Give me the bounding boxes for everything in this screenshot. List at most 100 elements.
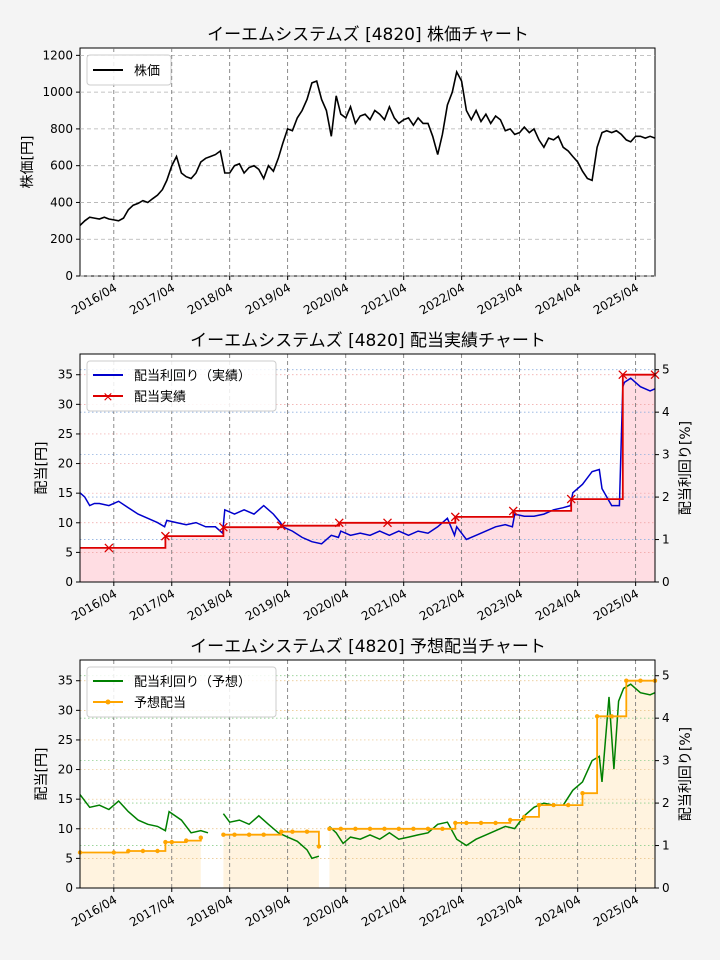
x-axis: 2016/04 2017/04 2018/04 2019/04 2020/04 2021/… [69,582,641,624]
forecast-marker [290,829,295,834]
yield-line [222,813,320,860]
x-tick-label: 2017/04 [127,892,177,929]
chart-title: イーエムシステムズ [4820] 配当実績チャート [190,331,546,351]
legend-entry-dividend: 配当実績 [134,389,186,405]
forecast-area [223,831,319,888]
plot-area [79,47,656,277]
y-tick-label: 20 [58,763,73,777]
y2-tick-label: 1 [662,533,670,547]
x-axis: 2016/04 2017/04 2018/04 2019/04 2020/04 2021/… [69,276,641,318]
forecast-marker [111,850,117,855]
forecast-marker [246,832,252,837]
forecast-marker [338,826,343,831]
x-tick-label: 2020/04 [301,586,351,623]
forecast-marker [221,832,226,837]
forecast-marker [367,826,373,831]
legend: 配当利回り（予想） 予想配当 [86,666,277,718]
series [79,69,656,226]
dividend-marker [618,370,628,380]
x-tick-label: 2018/04 [185,892,235,929]
forecast-marker [304,829,310,834]
legend-entry-dividend: 予想配当 [134,695,186,711]
y-tick-label: 1000 [42,85,73,99]
yield-line [79,377,656,545]
dividend-marker [450,512,460,522]
y2-axis: 0 1 2 3 4 5 [655,363,670,589]
x-tick-label: 2022/04 [417,280,467,317]
y-tick-label: 400 [50,195,73,209]
x-tick-label: 2018/04 [185,586,235,623]
forecast-marker [580,791,585,796]
x-axis: 2016/04 2017/04 2018/04 2019/04 2020/04 2021/… [69,888,641,930]
forecast-marker [163,839,168,845]
legend: 配当利回り（実績） × 配当実績 [86,360,277,412]
x-tick-label: 2025/04 [591,892,641,929]
forecast-marker [169,839,174,845]
forecast-area [80,837,201,888]
dividend-forecast-chart: イーエムシステムズ [4820] 予想配当チャート 05101520253035… [34,637,694,930]
y-tick-label: 10 [58,822,73,836]
price-line [79,69,656,226]
y-axis-label: 配当[円] [34,442,50,495]
forecast-marker [316,844,322,849]
forecast-marker [382,826,387,831]
forecast-marker [279,829,284,834]
chart-title: イーエムシステムズ [4820] 予想配当チャート [190,637,546,657]
forecast-marker [464,820,469,826]
plot-frame [79,353,656,583]
y2-tick-label: 0 [662,881,670,895]
forecast-marker [411,826,416,831]
dividend-marker [383,518,392,528]
forecast-marker [155,848,160,854]
y-tick-label: 30 [58,397,73,411]
x-tick-label: 2022/04 [417,892,467,929]
y-tick-label: 200 [50,232,73,246]
x-tick-label: 2017/04 [127,586,177,623]
forecast-marker [440,826,445,831]
x-tick-label: 2016/04 [69,892,119,929]
yield-line [328,683,656,847]
forecast-marker [478,820,484,826]
y-axis: 0 200 400 600 800 1000 1200 [42,48,80,283]
forecast-marker [327,826,332,831]
y2-tick-label: 1 [662,839,670,853]
forecast-marker [551,802,556,808]
dividend-marker [334,518,344,528]
dividend-marker [276,521,286,531]
series [79,370,660,553]
y-tick-label: 0 [65,269,73,283]
x-tick-label: 2020/04 [301,280,351,317]
x-tick-label: 2019/04 [243,280,293,317]
y-tick-label: 35 [58,674,73,688]
legend-box [86,360,277,412]
y-tick-label: 25 [58,733,73,747]
forecast-marker [522,814,527,820]
x-tick-label: 2024/04 [533,586,583,623]
x-tick-label: 2025/04 [591,586,641,623]
grid [80,354,655,583]
x-tick-label: 2024/04 [533,892,583,929]
forecast-marker [493,820,498,826]
forecast-marker [126,848,131,854]
y2-axis-label: 配当利回り[%] [678,421,694,515]
forecast-marker [198,835,203,840]
y-axis: 0 5 10 15 20 25 30 35 [58,368,80,589]
legend: 株価 [86,54,172,86]
y-axis: 0 5 10 15 20 25 30 35 [58,674,80,895]
x-tick-label: 2018/04 [185,280,235,317]
forecast-marker [353,826,358,831]
y-axis-label: 株価[円] [20,136,36,189]
legend-entry-price: 株価 [134,64,160,79]
x-tick-label: 2023/04 [475,586,525,623]
y2-axis-label: 配当利回り[%] [678,727,694,821]
forecast-marker [232,832,237,837]
y-tick-label: 1200 [42,48,73,62]
forecast-marker [638,678,643,683]
y2-tick-label: 4 [662,405,670,419]
x-tick-label: 2023/04 [475,280,525,317]
x-tick-label: 2019/04 [243,586,293,623]
legend-marker-dividend [105,699,111,705]
forecast-marker [536,802,542,808]
price-chart: イーエムシステムズ [4820] 株価チャート 0 200 400 600 800 100… [20,25,656,318]
